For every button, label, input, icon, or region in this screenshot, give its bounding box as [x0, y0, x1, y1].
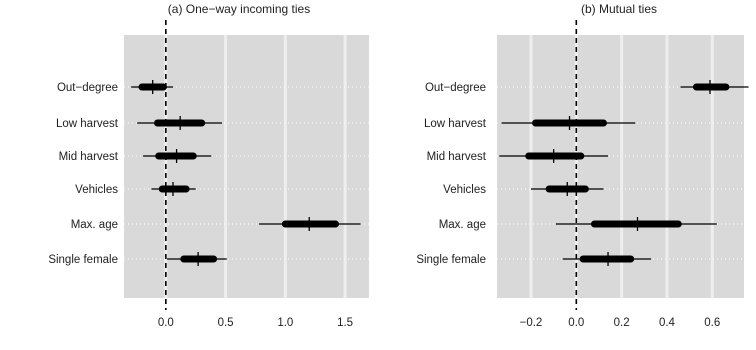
chart-title: (a) One−way incoming ties — [168, 2, 310, 16]
x-tick-label: 0.6 — [704, 317, 720, 329]
x-tick-label: 0.4 — [659, 317, 676, 329]
category-label: Low harvest — [56, 118, 119, 130]
category-label: Mid harvest — [59, 151, 119, 163]
category-label: Vehicles — [443, 184, 486, 196]
category-label: Low harvest — [424, 118, 487, 130]
category-label: Out−degree — [57, 82, 118, 94]
chart-panel-a: (a) One−way incoming ties Out−degree Low h… — [48, 2, 369, 329]
x-tick-label: 1.0 — [277, 317, 293, 329]
category-label: Single female — [48, 254, 118, 266]
category-label: Max. age — [439, 219, 486, 231]
x-tick-label: 1.5 — [337, 317, 353, 329]
x-tick-label: 0.2 — [614, 317, 630, 329]
x-tick-label: −0.2 — [520, 317, 543, 329]
category-label: Max. age — [71, 219, 118, 231]
chart-title: (b) Mutual ties — [581, 2, 657, 16]
x-tick-label: 0.0 — [568, 317, 584, 329]
category-label: Out−degree — [425, 82, 486, 94]
chart-panel-b: (b) Mutual ties Out−degree Low harvest Mid … — [416, 2, 749, 329]
category-label: Single female — [416, 254, 486, 266]
category-label: Vehicles — [75, 184, 118, 196]
category-label: Mid harvest — [427, 151, 487, 163]
x-tick-label: 0.0 — [158, 317, 174, 329]
x-tick-label: 0.5 — [218, 317, 234, 329]
